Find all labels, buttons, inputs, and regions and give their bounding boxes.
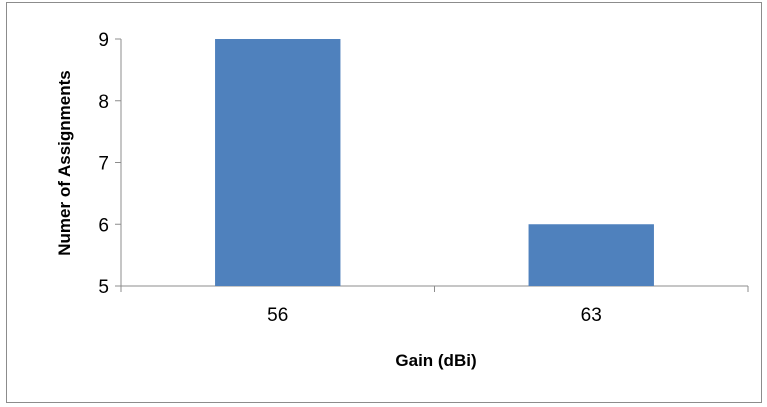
y-tick-label: 5 (98, 277, 109, 298)
y-tick-label: 7 (98, 154, 109, 175)
bar (529, 224, 654, 286)
y-tick-label: 6 (98, 215, 109, 236)
x-tick-label: 56 (267, 305, 288, 326)
y-tick-label: 9 (98, 30, 109, 51)
x-axis-title: Gain (dBi) (395, 351, 476, 370)
y-tick-label: 8 (98, 92, 109, 113)
y-axis: 5 6 7 8 9 (98, 30, 121, 298)
x-axis: 56 63 (121, 286, 748, 326)
y-axis-title: Numer of Assignments (55, 70, 74, 255)
bars (215, 39, 654, 286)
x-tick-label: 63 (581, 305, 602, 326)
bar (215, 39, 340, 286)
